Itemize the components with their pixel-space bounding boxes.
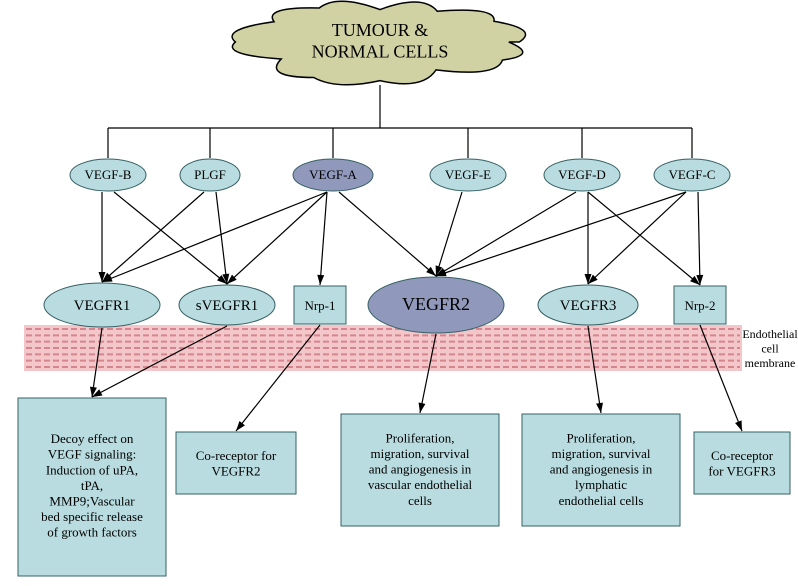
ligand-node: PLGF [180, 159, 240, 191]
svg-text:Nrp-1: Nrp-1 [304, 298, 335, 313]
svg-text:PLGF: PLGF [194, 167, 226, 182]
receptor-node: VEGFR3 [538, 285, 638, 325]
ligand-node: VEGF-B [70, 159, 146, 191]
outcome-box: Proliferation,migration, survivaland ang… [341, 414, 499, 526]
svg-text:Co-receptorfor VEGFR3: Co-receptorfor VEGFR3 [708, 448, 775, 479]
outcome-box: Decoy effect onVEGF signaling:Induction … [18, 398, 166, 576]
ligand-node: VEGF-C [654, 159, 730, 191]
svg-text:VEGFR2: VEGFR2 [402, 294, 470, 314]
svg-text:Nrp-2: Nrp-2 [684, 298, 715, 313]
svg-text:TUMOUR &NORMAL CELLS: TUMOUR &NORMAL CELLS [312, 20, 449, 62]
svg-text:Endothelialcellmembrane: Endothelialcellmembrane [742, 327, 798, 370]
diagram-canvas: Endothelialcellmembrane TUMOUR &NORMAL CE… [0, 0, 798, 586]
svg-text:sVEGFR1: sVEGFR1 [196, 298, 259, 314]
svg-text:VEGF-E: VEGF-E [445, 167, 491, 182]
outcome-box: Proliferation,migration, survivaland ang… [522, 414, 680, 526]
receptor-node: VEGFR2 [368, 277, 504, 333]
ligand-node: VEGF-D [544, 159, 620, 191]
receptor-node: VEGFR1 [44, 283, 160, 327]
svg-text:VEGF-B: VEGF-B [85, 167, 132, 182]
endothelial-membrane: Endothelialcellmembrane [24, 325, 798, 371]
ligand-node: VEGF-E [430, 159, 506, 191]
receptor-node: Nrp-2 [674, 286, 726, 324]
svg-text:VEGF-D: VEGF-D [558, 167, 606, 182]
svg-text:VEGFR3: VEGFR3 [560, 298, 617, 314]
svg-text:VEGF-C: VEGF-C [669, 167, 716, 182]
receptor-node: sVEGFR1 [179, 285, 275, 325]
svg-text:VEGF-A: VEGF-A [309, 167, 357, 182]
receptor-node: Nrp-1 [294, 286, 346, 324]
outcome-box: Co-receptor forVEGFR2 [176, 432, 296, 494]
source-cloud: TUMOUR &NORMAL CELLS [232, 1, 525, 85]
outcome-box: Co-receptorfor VEGFR3 [694, 432, 790, 494]
ligand-node: VEGF-A [293, 159, 373, 191]
svg-text:VEGFR1: VEGFR1 [74, 298, 131, 314]
